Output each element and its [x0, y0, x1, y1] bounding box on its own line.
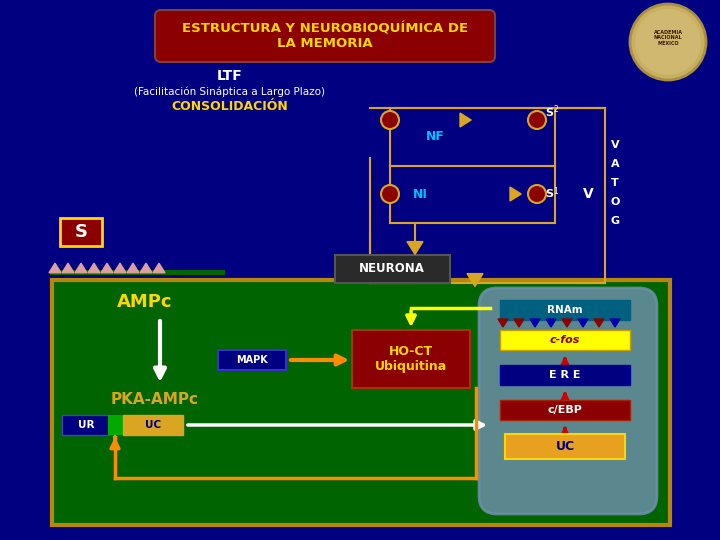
Bar: [500, 300, 630, 320]
Polygon shape: [460, 113, 471, 127]
Polygon shape: [101, 263, 113, 273]
Polygon shape: [127, 263, 139, 273]
Polygon shape: [153, 263, 165, 273]
Bar: [108, 415, 123, 435]
Polygon shape: [140, 263, 152, 273]
Text: 2: 2: [554, 105, 559, 114]
Bar: [218, 350, 286, 370]
Polygon shape: [467, 274, 483, 286]
Text: ESTRUCTURA Y NEUROBIOQUÍMICA DE
LA MEMORIA: ESTRUCTURA Y NEUROBIOQUÍMICA DE LA MEMOR…: [182, 22, 468, 50]
Text: NEURONA: NEURONA: [359, 262, 425, 275]
Text: V: V: [611, 140, 619, 150]
Text: LTF: LTF: [217, 69, 243, 83]
Text: PKA-AMPc: PKA-AMPc: [111, 393, 199, 408]
Text: T: T: [611, 178, 619, 188]
Polygon shape: [546, 319, 556, 327]
Text: c-fos: c-fos: [550, 335, 580, 345]
Text: AMPc: AMPc: [117, 293, 173, 311]
Bar: [335, 255, 450, 283]
Text: O: O: [611, 197, 620, 207]
Text: UR: UR: [78, 420, 94, 430]
Circle shape: [635, 9, 701, 75]
Bar: [500, 365, 630, 385]
Bar: [352, 330, 470, 388]
Text: G: G: [611, 216, 620, 226]
Text: c/EBP: c/EBP: [548, 405, 582, 415]
Bar: [500, 400, 630, 420]
Bar: [500, 330, 630, 350]
Text: UC: UC: [145, 420, 161, 430]
Text: E R E: E R E: [549, 370, 581, 380]
Text: V: V: [582, 187, 593, 201]
Text: CONSOLIDACIÓN: CONSOLIDACIÓN: [171, 100, 289, 113]
Bar: [62, 415, 110, 435]
Text: HO-CT
Ubiquitina: HO-CT Ubiquitina: [375, 345, 447, 373]
Text: A: A: [611, 159, 619, 169]
Polygon shape: [610, 319, 620, 327]
Polygon shape: [62, 263, 74, 273]
Text: MAPK: MAPK: [236, 355, 268, 365]
Polygon shape: [510, 187, 521, 201]
Text: (Facilitación Sináptica a Largo Plazo): (Facilitación Sináptica a Largo Plazo): [135, 87, 325, 97]
Bar: [60, 218, 102, 246]
Polygon shape: [562, 319, 572, 327]
FancyBboxPatch shape: [155, 10, 495, 62]
Polygon shape: [514, 319, 524, 327]
Polygon shape: [530, 319, 540, 327]
Bar: [50, 270, 225, 275]
FancyBboxPatch shape: [479, 288, 657, 514]
Polygon shape: [88, 263, 100, 273]
Circle shape: [528, 185, 546, 203]
Polygon shape: [49, 263, 61, 273]
Text: S: S: [545, 189, 553, 199]
Bar: [52, 280, 670, 525]
Polygon shape: [578, 319, 588, 327]
Text: S: S: [545, 108, 553, 118]
Polygon shape: [407, 241, 423, 254]
Text: NF: NF: [426, 131, 444, 144]
Polygon shape: [498, 319, 508, 327]
Circle shape: [528, 111, 546, 129]
Circle shape: [381, 111, 399, 129]
Text: UC: UC: [555, 440, 575, 453]
Bar: [123, 415, 183, 435]
Text: RNAm: RNAm: [547, 305, 582, 315]
Text: NI: NI: [413, 187, 428, 200]
Text: 1: 1: [554, 186, 559, 195]
Polygon shape: [75, 263, 87, 273]
Polygon shape: [594, 319, 604, 327]
Polygon shape: [114, 263, 126, 273]
Circle shape: [381, 185, 399, 203]
Text: ACADEMIA
NACIONAL
MÉXICO: ACADEMIA NACIONAL MÉXICO: [654, 30, 683, 46]
Bar: [505, 434, 625, 459]
Circle shape: [630, 4, 706, 80]
Text: S: S: [74, 223, 88, 241]
